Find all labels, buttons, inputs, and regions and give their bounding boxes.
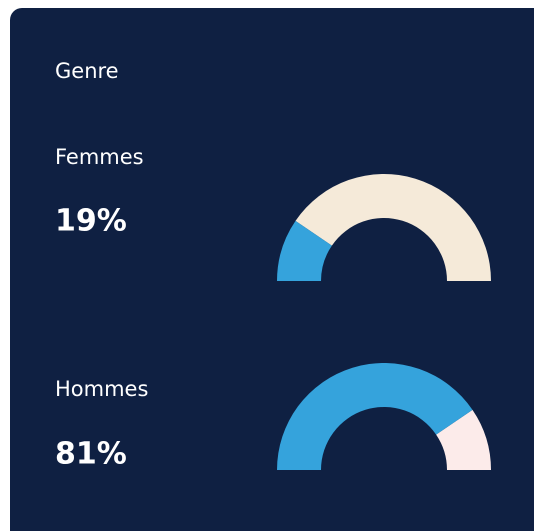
gauge-track [295,174,491,281]
value-label: 19% [55,204,127,239]
gauge-track [436,409,491,470]
gauge-title: Femmes [55,145,144,169]
gauge-value [277,363,473,470]
gauge-value [277,220,332,281]
gauge-title: Hommes [55,377,148,401]
card-title: Genre [55,59,119,83]
value-label: 81% [55,437,127,472]
